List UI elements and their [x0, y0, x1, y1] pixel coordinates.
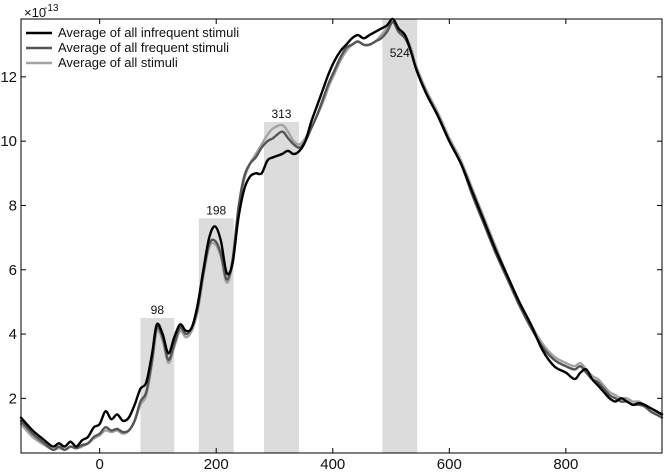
x-tick-label: 400 — [320, 456, 345, 473]
band-label-524: 524 — [390, 46, 410, 60]
highlight-band-313 — [263, 121, 299, 453]
highlight-band-524 — [382, 19, 418, 453]
series-line-1 — [19, 17, 664, 448]
exponent-base: ×10 — [24, 5, 46, 20]
y-axis-exponent: ×10 -13 — [24, 3, 59, 20]
y-tick-label: 10 — [0, 133, 17, 150]
highlight-band-98 — [140, 317, 175, 453]
y-axis: 2 4 6 8 10 12 — [0, 69, 662, 407]
series-lines — [19, 17, 664, 452]
highlight-band-198 — [198, 218, 234, 453]
y-tick-label: 12 — [0, 69, 17, 86]
series-line-3 — [19, 21, 664, 452]
y-tick-label: 6 — [9, 262, 17, 279]
y-tick-label: 2 — [9, 390, 17, 407]
legend-label-1: Average of all infrequent stimuli — [58, 25, 239, 40]
band-label-313: 313 — [271, 107, 291, 121]
x-tick-label: 0 — [95, 456, 103, 473]
x-tick-label: 800 — [553, 456, 578, 473]
y-tick-label: 4 — [9, 326, 17, 343]
legend: Average of all infrequent stimuliAverage… — [26, 25, 239, 70]
legend-label-2: Average of all frequent stimuli — [58, 40, 229, 55]
x-tick-label: 600 — [437, 456, 462, 473]
x-axis: 0 200 400 600 800 — [95, 19, 578, 473]
x-tick-label: 200 — [204, 456, 229, 473]
exponent-power: -13 — [44, 3, 59, 14]
legend-label-3: Average of all stimuli — [58, 55, 178, 70]
highlight-bands — [140, 19, 418, 453]
band-labels: 98 198 313 524 — [151, 46, 410, 317]
band-label-98: 98 — [151, 303, 165, 317]
y-tick-label: 8 — [9, 197, 17, 214]
band-label-198: 198 — [206, 203, 226, 217]
series-line-2 — [19, 21, 664, 452]
plot-frame — [20, 18, 663, 454]
